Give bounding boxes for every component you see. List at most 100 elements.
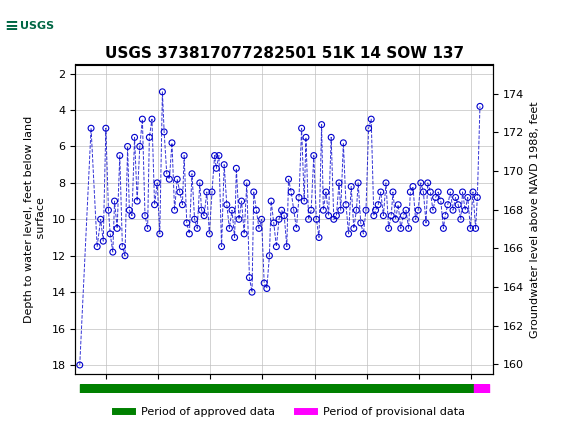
Point <box>110 198 119 205</box>
Point <box>158 89 167 95</box>
Point <box>351 207 361 214</box>
Y-axis label: Groundwater level above NAVD 1988, feet: Groundwater level above NAVD 1988, feet <box>530 101 539 338</box>
Point <box>175 188 184 195</box>
Point <box>318 207 328 214</box>
Point <box>398 212 408 219</box>
Point <box>309 152 318 159</box>
Point <box>219 161 229 168</box>
Point <box>162 170 172 177</box>
Point <box>130 134 139 141</box>
Point <box>311 216 321 223</box>
Point <box>274 216 284 223</box>
Point <box>381 179 390 186</box>
Point <box>336 207 346 214</box>
Point <box>448 207 458 214</box>
Point <box>468 188 477 195</box>
Point <box>282 243 291 250</box>
Point <box>224 225 234 232</box>
Point <box>454 201 463 208</box>
Point <box>314 234 324 241</box>
Point <box>254 225 263 232</box>
Point <box>317 121 327 128</box>
Point <box>172 176 182 183</box>
Point <box>471 225 480 232</box>
Point <box>356 219 365 226</box>
Point <box>123 143 132 150</box>
Point <box>132 198 142 205</box>
Point <box>212 165 221 172</box>
Point <box>461 207 470 214</box>
Point <box>215 152 224 159</box>
Point <box>207 188 216 195</box>
Point <box>389 188 398 195</box>
Point <box>292 225 301 232</box>
Point <box>92 243 101 250</box>
Point <box>184 230 194 237</box>
Point <box>75 362 85 369</box>
Point <box>86 125 96 132</box>
Point <box>227 207 237 214</box>
Point <box>222 201 231 208</box>
Point <box>339 139 348 146</box>
Point <box>346 183 356 190</box>
Point <box>451 194 461 201</box>
Point <box>264 252 274 259</box>
Title: USGS 373817077282501 51K 14 SOW 137: USGS 373817077282501 51K 14 SOW 137 <box>104 46 464 61</box>
Point <box>297 125 306 132</box>
Point <box>396 225 405 232</box>
Point <box>431 194 440 201</box>
Point <box>284 176 293 183</box>
Point <box>332 212 341 219</box>
Point <box>436 198 445 205</box>
Point <box>247 289 256 295</box>
Point <box>230 234 240 241</box>
Point <box>234 216 244 223</box>
Point <box>440 212 450 219</box>
Point <box>426 188 435 195</box>
Point <box>266 198 276 205</box>
Point <box>386 212 396 219</box>
Point <box>408 183 418 190</box>
Point <box>361 207 371 214</box>
Point <box>115 152 124 159</box>
Point <box>414 207 423 214</box>
Point <box>197 207 206 214</box>
Point <box>421 219 430 226</box>
Point <box>379 212 388 219</box>
Point <box>262 285 271 292</box>
Point <box>135 143 144 150</box>
Point <box>416 179 426 186</box>
Point <box>401 207 411 214</box>
Point <box>433 188 443 195</box>
Point <box>125 207 134 214</box>
Point <box>99 238 108 245</box>
Point <box>476 103 485 110</box>
Point <box>463 194 472 201</box>
Point <box>193 225 202 232</box>
Point <box>155 230 165 237</box>
Point <box>252 207 261 214</box>
Point <box>269 219 278 226</box>
Point <box>144 134 154 141</box>
Point <box>456 216 465 223</box>
Point <box>280 212 289 219</box>
Point <box>391 216 400 223</box>
Point <box>353 179 362 186</box>
Point <box>443 201 452 208</box>
Text: USGS: USGS <box>20 21 55 31</box>
Bar <box>3 4 58 47</box>
Point <box>143 225 153 232</box>
Point <box>334 179 343 186</box>
Point <box>411 216 420 223</box>
Point <box>167 139 176 146</box>
Point <box>393 201 403 208</box>
Point <box>147 116 157 123</box>
Point <box>259 280 269 286</box>
Point <box>321 188 331 195</box>
Point <box>210 152 219 159</box>
Point <box>170 207 179 214</box>
Point <box>344 230 353 237</box>
Point <box>367 116 376 123</box>
Point <box>182 219 191 226</box>
Point <box>202 188 211 195</box>
